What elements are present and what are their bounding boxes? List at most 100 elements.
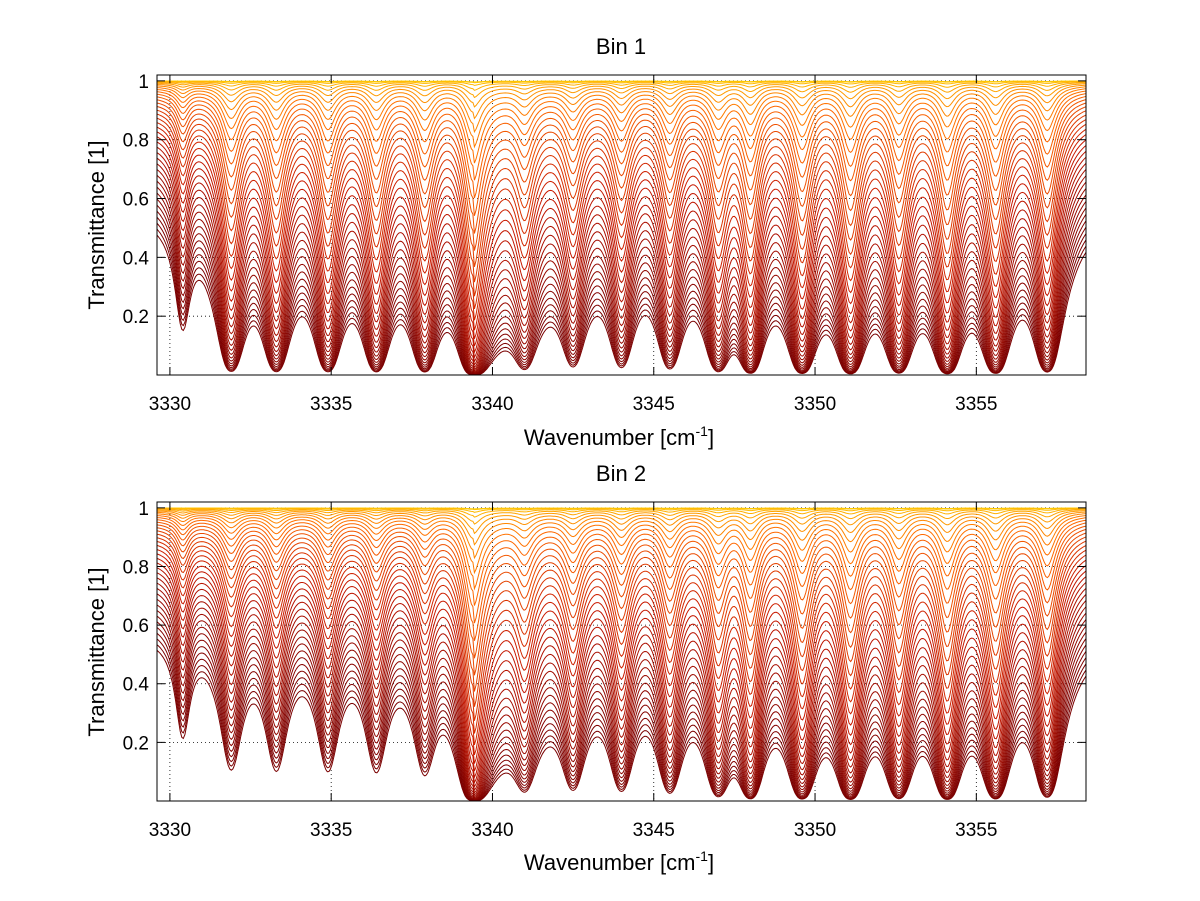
axis-ticks: 3330 3335 3340 3345 3350 3355 0.2 0.4 0.6 0.8 1	[123, 72, 1086, 415]
series-line	[156, 549, 1087, 756]
x-axis-label: Wavenumber [cm-1]	[524, 848, 714, 875]
x-tick-label: 3345	[633, 820, 675, 841]
series-line	[157, 513, 1087, 575]
y-tick-label: 1	[138, 72, 149, 93]
series-line	[156, 610, 1087, 801]
series-line	[156, 106, 1087, 268]
series-line	[156, 93, 1087, 199]
x-tick-label: 3345	[633, 394, 675, 415]
series-line	[156, 234, 1087, 376]
series-line	[156, 204, 1087, 375]
x-tick-label: 3350	[794, 394, 836, 415]
series-line	[156, 122, 1087, 321]
series-line	[156, 530, 1087, 692]
series-line	[156, 508, 1086, 518]
series-line	[156, 524, 1087, 659]
series-line	[156, 615, 1087, 801]
chart-title: Bin 1	[596, 34, 646, 59]
series-line	[156, 598, 1087, 799]
series-line	[156, 136, 1087, 347]
series-line	[156, 126, 1087, 331]
series-line	[157, 511, 1087, 560]
series-line	[157, 80, 1086, 86]
series-line	[156, 163, 1087, 369]
series-line	[156, 593, 1087, 798]
series-line	[156, 180, 1087, 373]
chart-title: Bin 2	[596, 461, 646, 486]
series-line	[156, 169, 1087, 371]
y-tick-label: 0.8	[123, 557, 149, 578]
series-line	[156, 541, 1087, 734]
x-tick-label: 3330	[149, 820, 191, 841]
series-line	[156, 216, 1087, 376]
series-line	[156, 508, 1087, 525]
series-line	[156, 567, 1087, 785]
series-line	[156, 604, 1087, 800]
series-line	[156, 544, 1087, 746]
series-line	[156, 81, 1086, 99]
series-line	[156, 533, 1087, 707]
series-line	[156, 157, 1087, 366]
x-axis-label: Wavenumber [cm-1]	[524, 423, 714, 450]
x-tick-label: 3330	[149, 394, 191, 415]
y-tick-label: 1	[138, 499, 149, 520]
series-line	[156, 562, 1087, 780]
series-line	[156, 85, 1087, 134]
series-line	[156, 99, 1087, 234]
series-line	[156, 644, 1087, 802]
series-line	[156, 577, 1087, 792]
series-line	[156, 146, 1087, 359]
series-line	[156, 587, 1087, 796]
series-line	[156, 87, 1087, 149]
plot-area-frame	[156, 501, 1087, 802]
y-tick-label: 0.8	[123, 131, 149, 152]
series-line	[156, 582, 1087, 794]
x-tick-label: 3335	[310, 394, 352, 415]
y-axis-label: Transmittance [1]	[84, 567, 109, 736]
series-line	[156, 210, 1087, 376]
axis-ticks: 3330 3335 3340 3345 3350 3355 0.2 0.4 0.6 0.8 1	[123, 499, 1086, 841]
series-line	[156, 186, 1087, 374]
chart-panel-bin-2: Bin 2 3330 3335 3340 3345 3350 3355 0.2 0.4 0.6 0…	[84, 461, 1087, 875]
y-tick-label: 0.6	[123, 190, 149, 211]
series-lines	[156, 80, 1087, 376]
series-line	[156, 527, 1087, 676]
series-line	[156, 131, 1087, 339]
series-line	[156, 519, 1087, 624]
grid	[157, 502, 1086, 801]
series-line	[156, 84, 1087, 120]
series-line	[156, 557, 1087, 772]
series-line	[156, 521, 1087, 641]
series-line	[156, 649, 1087, 802]
series-line	[156, 192, 1087, 375]
x-tick-label: 3335	[310, 820, 352, 841]
y-tick-label: 0.2	[123, 733, 149, 754]
y-tick-label: 0.6	[123, 616, 149, 637]
grid	[157, 75, 1086, 375]
y-tick-label: 0.2	[123, 307, 149, 328]
series-line	[156, 572, 1087, 789]
series-line	[156, 222, 1087, 376]
y-axis-label: Transmittance [1]	[84, 140, 109, 309]
series-line	[157, 81, 1086, 91]
series-line	[156, 228, 1087, 376]
series-line	[156, 82, 1086, 108]
series-line	[156, 89, 1087, 164]
series-line	[156, 517, 1087, 606]
series-line	[156, 117, 1087, 310]
y-tick-label: 0.4	[123, 675, 150, 696]
plot-area-frame	[156, 74, 1087, 376]
series-line	[156, 621, 1087, 801]
series-line	[156, 515, 1087, 591]
series-line	[156, 152, 1087, 363]
y-tick-label: 0.4	[123, 248, 150, 269]
series-line	[156, 632, 1087, 802]
series-line	[156, 102, 1087, 251]
series-line	[156, 510, 1087, 546]
series-line	[156, 141, 1087, 355]
series-line	[156, 109, 1087, 283]
x-tick-label: 3340	[471, 394, 513, 415]
series-line	[156, 174, 1087, 372]
x-tick-label: 3340	[471, 820, 513, 841]
